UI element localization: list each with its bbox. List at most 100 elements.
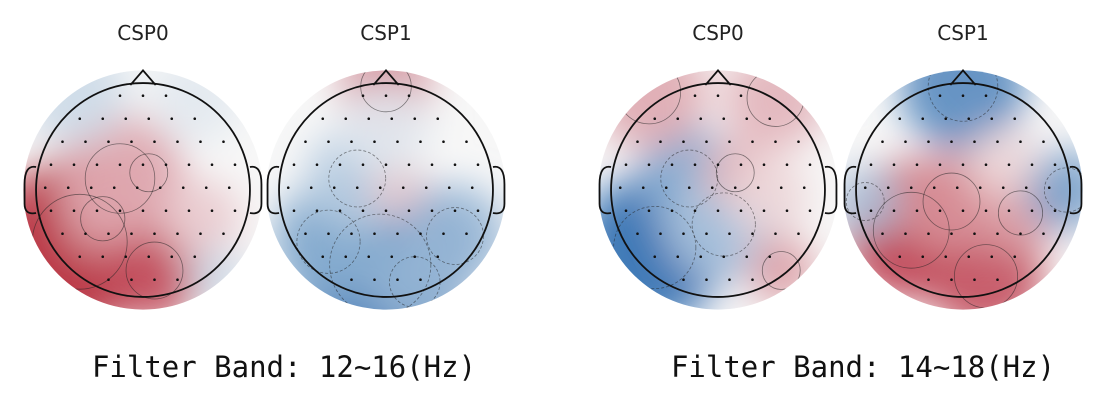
sensor-dot: [315, 163, 319, 166]
sensor-dot: [350, 278, 353, 282]
sensor-dot: [996, 278, 999, 282]
sensor-dot: [164, 209, 168, 212]
sensor-dot: [430, 163, 434, 166]
sensor-dot: [624, 163, 628, 166]
sensor-dot: [624, 209, 628, 212]
sensor-dot: [909, 186, 913, 189]
sensor-dot: [176, 232, 179, 235]
sensor-dot: [898, 255, 902, 258]
nose-outline: [949, 69, 977, 86]
sensor-dot: [124, 255, 128, 258]
sensor-dot: [401, 186, 405, 189]
sensor-dot: [453, 163, 457, 166]
sensor-dot: [130, 232, 133, 235]
contour-line: [80, 196, 126, 242]
sensor-dot: [309, 186, 313, 189]
sensor-dot: [967, 255, 971, 258]
contour-line: [845, 182, 885, 221]
sensor-dot: [158, 186, 162, 189]
filter-band-label: Filter Band: 14~18(Hz): [671, 350, 1055, 384]
sensor-dot: [327, 140, 330, 143]
sensor-dot: [43, 186, 47, 189]
head-outline: [855, 82, 1071, 298]
contour-line: [129, 153, 169, 193]
sensor-dot: [327, 232, 330, 235]
sensor-dot: [808, 209, 812, 212]
sensor-dot: [1047, 186, 1051, 189]
sensor-dot: [647, 163, 651, 166]
sensor-dot: [687, 186, 691, 189]
sensor-dot: [774, 232, 777, 235]
activation-blob: [368, 161, 427, 219]
sensor-dot: [1030, 163, 1034, 166]
sensor-dot: [745, 255, 749, 258]
topomap-title: CSP1: [360, 21, 411, 45]
sensor-dot: [118, 94, 122, 97]
sensor-dot: [938, 94, 942, 97]
sensor-dot: [705, 232, 708, 235]
sensor-dot: [1013, 117, 1017, 120]
sensor-dot: [898, 117, 902, 120]
topomap-field: [843, 70, 1083, 310]
sensor-dot: [424, 186, 428, 189]
topomap-title: CSP0: [692, 21, 743, 45]
sensor-dot: [751, 140, 754, 143]
sensor-dot: [373, 140, 376, 143]
sensor-dot: [344, 255, 348, 258]
sensor-dot: [808, 163, 812, 166]
sensor-dot: [716, 94, 720, 97]
sensor-dot: [802, 186, 806, 189]
sensor-dot: [170, 255, 174, 258]
sensor-dot: [304, 140, 307, 143]
sensor-dot: [384, 94, 388, 97]
sensor-dot: [384, 209, 388, 212]
sensor-dot: [204, 186, 208, 189]
sensor-dot: [61, 140, 64, 143]
sensor-dot: [413, 255, 417, 258]
sensor-dot: [355, 186, 359, 189]
topomap-field: [598, 70, 838, 310]
sensor-dot: [338, 163, 342, 166]
sensor-dot: [728, 278, 731, 282]
sensor-dot: [153, 140, 156, 143]
sensor-dot: [84, 140, 87, 143]
sensor-dot: [921, 117, 925, 120]
sensor-dot: [49, 209, 53, 212]
activation-blob: [729, 155, 810, 236]
sensor-dot: [710, 186, 714, 189]
sensor-dot: [921, 255, 925, 258]
contour-line: [715, 153, 755, 193]
sensor-dot: [751, 278, 754, 282]
sensor-dot: [1053, 163, 1057, 166]
sensor-dot: [101, 255, 105, 258]
sensor-dot: [118, 163, 122, 166]
sensor-dot: [785, 163, 789, 166]
sensor-dot: [733, 186, 737, 189]
sensor-dot: [193, 255, 197, 258]
sensor-dot: [699, 255, 703, 258]
sensor-dot: [670, 209, 674, 212]
sensor-dot: [869, 209, 873, 212]
left-ear-outline: [598, 165, 612, 215]
sensor-dot: [751, 232, 754, 235]
sensor-dot: [130, 140, 133, 143]
activation-blob: [598, 70, 707, 150]
left-ear-outline: [266, 165, 280, 215]
sensor-dot: [774, 140, 777, 143]
contour-line: [84, 143, 156, 214]
nose-outline: [129, 69, 157, 86]
right-ear-outline: [249, 165, 263, 215]
activation-blob: [723, 70, 828, 150]
nose-outline: [372, 69, 400, 86]
right-ear-outline: [492, 165, 506, 215]
sensor-dot: [990, 117, 994, 120]
sensor-dot: [659, 140, 662, 143]
sensor-dot: [670, 163, 674, 166]
sensor-dot: [938, 209, 942, 212]
sensor-dot: [350, 232, 353, 235]
sensor-dot: [84, 232, 87, 235]
contour-line: [329, 213, 432, 310]
sensor-dot: [950, 278, 953, 282]
sensor-dot: [153, 232, 156, 235]
activation-blob: [340, 80, 432, 173]
